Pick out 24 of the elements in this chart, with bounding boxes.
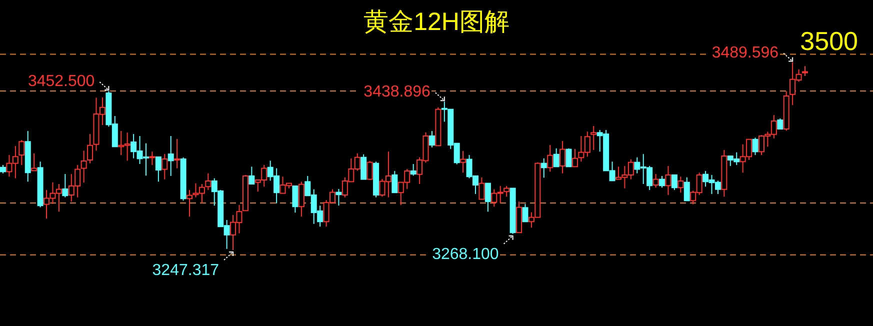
annotation: 3452.500 (28, 73, 95, 90)
candlestick (460, 150, 466, 174)
candlestick (186, 189, 193, 218)
candlestick (80, 150, 87, 184)
candlestick (168, 135, 174, 176)
candlestick (298, 181, 304, 218)
candlestick (162, 154, 168, 180)
candlestick (678, 176, 684, 194)
candlestick (665, 165, 672, 196)
candlestick (24, 130, 31, 182)
candlestick (336, 188, 342, 206)
candlestick (560, 140, 566, 174)
candlestick (721, 149, 728, 198)
candlestick (87, 134, 94, 164)
text: 3247.317 (152, 262, 220, 279)
candlestick (540, 158, 547, 178)
annotation: 3268.100 (432, 246, 499, 263)
candlestick (149, 151, 156, 166)
chart-title: 黄金12H图解 (364, 8, 510, 36)
candlestick (174, 138, 180, 169)
annotation: 3438.896 (364, 84, 431, 101)
text: 3489.596 (712, 44, 779, 62)
candlestick (205, 172, 212, 190)
ref-line-label: 3500 (800, 26, 858, 56)
